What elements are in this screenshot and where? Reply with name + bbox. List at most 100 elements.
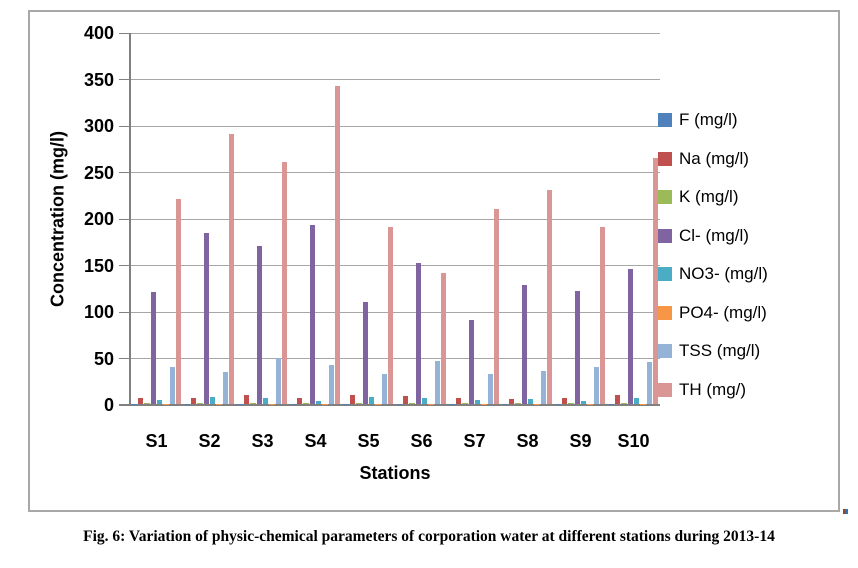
bar-NO3--S9 <box>581 401 587 404</box>
legend-swatch-icon <box>658 113 672 127</box>
bar-TSS-S8 <box>540 371 546 404</box>
bar-NO3--S2 <box>210 396 216 404</box>
legend-entry-Cl-: Cl- (mg/l) <box>658 226 749 246</box>
bar-Na-S5 <box>350 394 356 404</box>
figure-caption: Fig. 6: Variation of physic-chemical par… <box>83 528 775 545</box>
bar-NO3--S1 <box>157 400 163 404</box>
bar-K-S6 <box>409 403 415 404</box>
y-tick-label-50: 50 <box>93 348 114 369</box>
legend-label: K (mg/l) <box>679 187 739 206</box>
bar-NO3--S7 <box>475 400 481 404</box>
x-label-S2: S2 <box>198 431 221 451</box>
bar-Cl--S1 <box>150 292 156 404</box>
bar-NO3--S8 <box>528 399 534 404</box>
y-tick-350 <box>119 79 130 80</box>
bar-TH-S4 <box>334 85 341 404</box>
stray-mark <box>843 509 848 514</box>
x-label-S10: S10 <box>617 431 650 451</box>
bar-Na-S1 <box>138 397 144 404</box>
bar-TH-S3 <box>281 162 288 404</box>
legend-label: TSS (mg/l) <box>679 341 761 360</box>
bar-K-S9 <box>568 403 574 404</box>
bar-K-S2 <box>197 403 203 404</box>
x-label-S1: S1 <box>145 431 168 451</box>
bar-TSS-S10 <box>646 362 652 404</box>
bar-Na-S3 <box>244 394 250 404</box>
bar-TSS-S2 <box>222 372 228 404</box>
y-tick-label-200: 200 <box>83 209 114 229</box>
y-tick-200 <box>119 218 130 220</box>
gridline-350 <box>130 79 660 80</box>
bar-Cl--S10 <box>627 269 633 404</box>
legend-swatch-icon <box>658 344 672 358</box>
x-label-S7: S7 <box>463 431 486 451</box>
bar-Cl--S4 <box>309 225 315 404</box>
bar-TH-S10 <box>652 157 659 404</box>
bar-Na-S6 <box>403 395 409 404</box>
legend-swatch-icon <box>658 382 672 397</box>
bar-Cl--S5 <box>362 301 368 404</box>
y-axis-tick-labels: 0 50 100 150 200 250 300 350 400 <box>70 24 114 414</box>
bar-TSS-S6 <box>434 361 440 404</box>
bar-K-S4 <box>303 403 309 404</box>
legend-swatch-icon <box>658 305 672 320</box>
bar-TH-S5 <box>387 227 394 404</box>
y-tick-400 <box>119 32 130 34</box>
bar-Na-S7 <box>456 398 462 404</box>
x-label-S8: S8 <box>516 431 539 451</box>
legend-swatch-icon <box>658 190 672 204</box>
gridline-300 <box>130 125 660 127</box>
bar-NO3--S6 <box>422 398 428 404</box>
y-tick-300 <box>119 125 130 127</box>
bar-TSS-S9 <box>593 366 599 404</box>
legend-label: F (mg/l) <box>679 110 738 129</box>
y-tick-100 <box>119 311 130 313</box>
y-tick-label-150: 150 <box>83 255 114 276</box>
bar-TH-S7 <box>493 208 500 404</box>
bar-Cl--S7 <box>468 320 474 404</box>
bar-NO3--S10 <box>634 397 640 404</box>
bar-TSS-S5 <box>381 374 387 404</box>
bar-TH-S9 <box>599 227 606 404</box>
y-tick-label-350: 350 <box>83 69 114 90</box>
gridline-150 <box>130 265 660 266</box>
legend-label: Cl- (mg/l) <box>679 225 749 245</box>
bar-TSS-S1 <box>169 366 175 404</box>
x-label-S5: S5 <box>357 431 380 451</box>
bar-Cl--S6 <box>415 262 421 404</box>
bar-Na-S4 <box>297 397 303 404</box>
bar-K-S7 <box>462 403 468 404</box>
y-tick-label-0: 0 <box>103 395 114 415</box>
legend-entry-TSS: TSS (mg/l) <box>658 341 760 361</box>
gridline-250 <box>130 172 660 173</box>
y-tick-150 <box>119 265 130 266</box>
x-axis-labels: S1 S2 S3 S4 S5 S6 S7 S8 S9 S10 <box>130 431 660 453</box>
x-label-S4: S4 <box>304 431 327 451</box>
legend-entry-Na: Na (mg/l) <box>658 149 749 169</box>
y-tick-label-300: 300 <box>83 116 114 136</box>
bar-TH-S1 <box>175 199 182 404</box>
bar-Cl--S9 <box>574 291 580 404</box>
x-label-S3: S3 <box>251 431 274 451</box>
y-tick-250 <box>119 172 130 173</box>
y-axis-line <box>129 33 131 406</box>
bar-Cl--S3 <box>256 245 262 404</box>
bar-TH-S2 <box>228 134 235 404</box>
legend-swatch-icon <box>658 267 672 281</box>
y-tick-label-100: 100 <box>83 302 114 322</box>
x-axis-line <box>119 404 660 406</box>
x-axis-title: Stations <box>359 463 431 483</box>
gridline-100 <box>130 311 660 313</box>
bar-Na-S2 <box>191 398 197 404</box>
bar-NO3--S5 <box>369 396 375 404</box>
legend-entry-TH: TH (mg/) <box>658 380 746 400</box>
bar-K-S3 <box>250 403 256 404</box>
bar-TH-S8 <box>546 190 553 404</box>
legend-label: Na (mg/l) <box>679 148 749 168</box>
bar-TSS-S4 <box>328 364 334 404</box>
bar-Na-S10 <box>615 394 621 404</box>
y-tick-label-400: 400 <box>83 23 114 43</box>
x-label-S9: S9 <box>569 431 592 451</box>
bar-K-S10 <box>621 403 627 404</box>
bar-K-S1 <box>144 403 150 404</box>
